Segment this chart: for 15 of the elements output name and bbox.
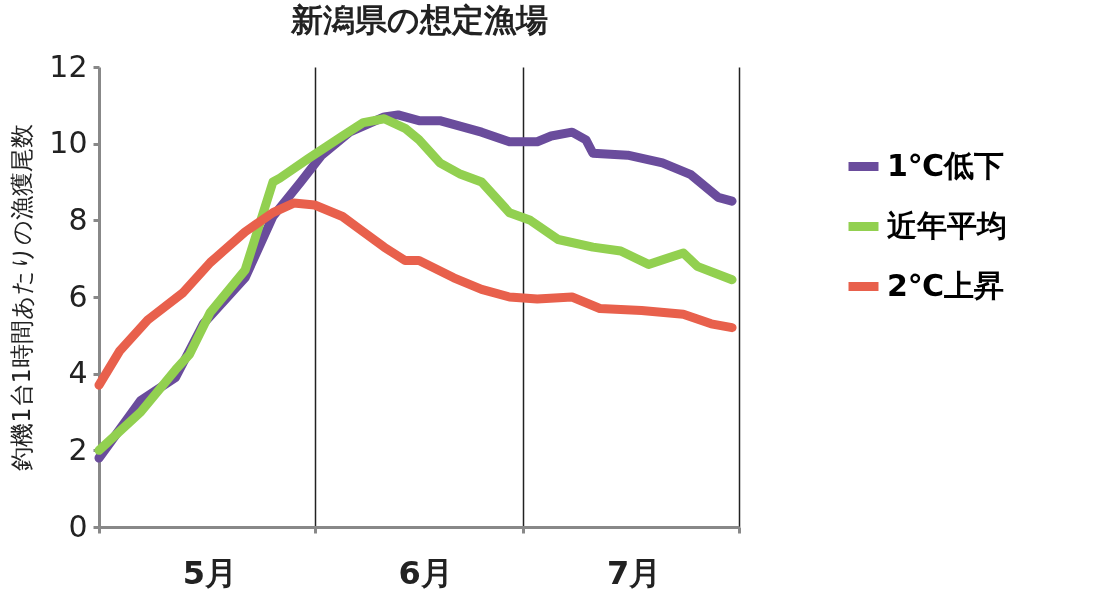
x-tick-label: 6月 — [398, 553, 453, 592]
y-axis-title: 釣機1台1時間あたりの漁獲尾数 — [8, 124, 37, 471]
y-tick-label: 4 — [68, 355, 88, 391]
x-tick-label: 5月 — [182, 553, 237, 592]
y-tick-label: 2 — [68, 431, 88, 467]
y-tick-label: 8 — [68, 201, 88, 237]
y-tick-label: 0 — [68, 508, 88, 544]
x-tick-label: 7月 — [607, 553, 662, 592]
legend-label: 近年平均 — [887, 207, 1007, 243]
y-tick-label: 6 — [68, 278, 88, 314]
legend-label: 1℃低下 — [887, 147, 1005, 183]
y-tick-label: 12 — [49, 48, 88, 84]
chart-title: 新潟県の想定漁場 — [289, 1, 548, 39]
legend-label: 2℃上昇 — [887, 267, 1005, 303]
y-tick-label: 10 — [49, 125, 88, 161]
